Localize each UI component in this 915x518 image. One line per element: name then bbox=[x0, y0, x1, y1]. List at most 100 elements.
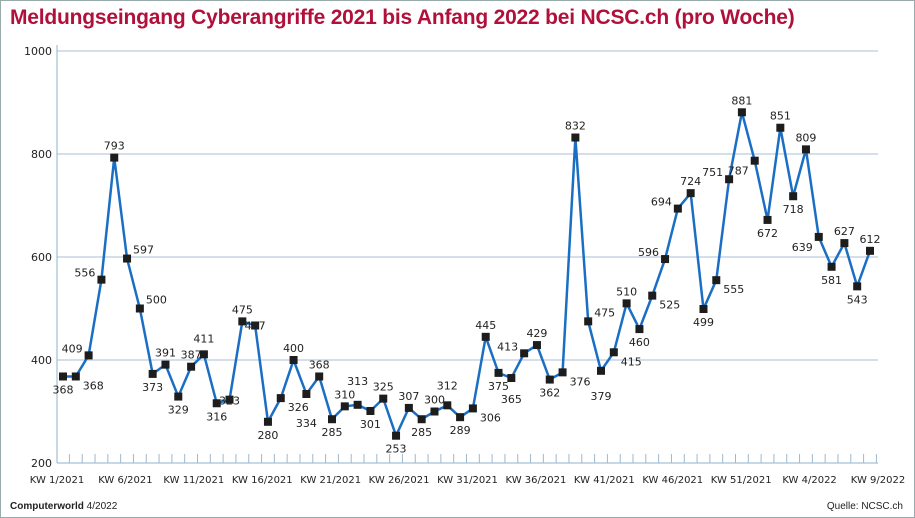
data-label: 373 bbox=[142, 381, 163, 394]
data-point bbox=[404, 403, 413, 412]
source-label: Quelle: NCSC.ch bbox=[826, 501, 903, 512]
data-label: 313 bbox=[347, 375, 368, 388]
data-point bbox=[840, 239, 849, 248]
data-point bbox=[648, 291, 657, 300]
data-label: 253 bbox=[386, 443, 407, 456]
data-point bbox=[328, 415, 336, 424]
data-point bbox=[558, 368, 567, 377]
data-point bbox=[366, 406, 375, 415]
data-label: 368 bbox=[53, 383, 74, 396]
data-point bbox=[289, 356, 298, 364]
data-label: 612 bbox=[860, 233, 881, 246]
data-label: 368 bbox=[309, 358, 330, 371]
data-label: 300 bbox=[424, 394, 445, 407]
x-tick-label: KW 26/2021 bbox=[369, 475, 430, 486]
data-point bbox=[353, 400, 362, 409]
data-label: 627 bbox=[834, 225, 855, 238]
data-point bbox=[417, 415, 426, 424]
data-point bbox=[750, 156, 759, 165]
data-point bbox=[789, 192, 798, 201]
data-label: 881 bbox=[731, 94, 752, 107]
data-label: 285 bbox=[322, 426, 343, 439]
data-label: 310 bbox=[334, 388, 355, 401]
data-point bbox=[866, 246, 874, 255]
data-label: 556 bbox=[74, 267, 95, 280]
data-point bbox=[123, 254, 132, 263]
data-point bbox=[161, 360, 170, 369]
data-label: 323 bbox=[219, 395, 240, 408]
x-tick-label: KW 16/2021 bbox=[232, 475, 293, 486]
data-label: 510 bbox=[616, 285, 637, 298]
data-label: 387 bbox=[181, 349, 202, 362]
x-tick-label: KW 51/2021 bbox=[711, 475, 772, 486]
data-point bbox=[340, 402, 349, 411]
y-tick-label: 200 bbox=[31, 457, 52, 470]
data-label: 639 bbox=[792, 241, 813, 254]
x-tick-label: KW 36/2021 bbox=[506, 475, 567, 486]
data-label: 581 bbox=[821, 274, 842, 287]
data-point bbox=[212, 399, 221, 408]
data-label: 334 bbox=[296, 417, 317, 430]
data-point bbox=[302, 389, 311, 398]
data-point bbox=[84, 351, 93, 360]
data-point bbox=[801, 145, 810, 154]
data-point bbox=[725, 175, 734, 184]
data-point bbox=[276, 394, 285, 403]
data-label: 694 bbox=[651, 196, 672, 209]
data-point bbox=[225, 395, 234, 404]
data-label: 460 bbox=[629, 336, 650, 349]
data-point bbox=[379, 394, 388, 403]
data-label: 597 bbox=[133, 244, 154, 257]
data-point bbox=[597, 366, 605, 375]
data-point bbox=[584, 317, 593, 326]
data-point bbox=[97, 275, 106, 284]
y-tick-label: 800 bbox=[31, 148, 52, 161]
data-label: 329 bbox=[168, 404, 189, 417]
x-tick-label: KW 6/2021 bbox=[98, 475, 152, 486]
data-label: 445 bbox=[475, 319, 496, 332]
data-label: 316 bbox=[206, 410, 227, 423]
x-tick-label: KW 11/2021 bbox=[163, 475, 224, 486]
data-label: 596 bbox=[638, 246, 659, 259]
x-tick-label: KW 41/2021 bbox=[574, 475, 635, 486]
data-point bbox=[315, 372, 324, 381]
data-point bbox=[251, 321, 260, 330]
data-point bbox=[571, 133, 580, 142]
data-label: 467 bbox=[245, 319, 266, 332]
y-tick-label: 600 bbox=[31, 251, 52, 264]
data-point bbox=[827, 262, 836, 271]
data-point bbox=[110, 153, 119, 162]
data-point bbox=[712, 276, 721, 285]
data-point bbox=[187, 362, 196, 371]
data-label: 851 bbox=[770, 110, 791, 123]
data-label: 409 bbox=[62, 342, 83, 355]
data-point bbox=[545, 375, 554, 384]
data-label: 555 bbox=[723, 283, 744, 296]
data-point bbox=[238, 317, 247, 326]
data-point bbox=[507, 374, 516, 383]
data-label: 413 bbox=[497, 340, 518, 353]
data-point bbox=[673, 204, 682, 213]
data-label: 379 bbox=[591, 390, 612, 403]
data-point bbox=[494, 368, 503, 377]
data-point bbox=[776, 123, 785, 132]
data-label: 718 bbox=[783, 203, 804, 216]
data-label: 391 bbox=[155, 347, 176, 360]
data-label: 375 bbox=[488, 380, 509, 393]
data-label: 787 bbox=[728, 165, 749, 178]
data-point bbox=[609, 348, 618, 357]
data-point bbox=[456, 413, 465, 422]
data-point bbox=[148, 369, 157, 378]
data-label: 499 bbox=[693, 316, 714, 329]
data-point bbox=[763, 215, 772, 224]
y-tick-label: 1000 bbox=[24, 45, 52, 58]
data-label: 475 bbox=[232, 303, 253, 316]
data-point bbox=[443, 401, 452, 410]
data-label: 326 bbox=[288, 401, 309, 414]
data-point bbox=[622, 299, 631, 308]
data-label: 415 bbox=[621, 355, 642, 368]
data-point bbox=[59, 372, 67, 381]
data-label: 368 bbox=[83, 379, 104, 392]
data-label: 525 bbox=[659, 299, 680, 312]
data-point bbox=[481, 332, 490, 341]
